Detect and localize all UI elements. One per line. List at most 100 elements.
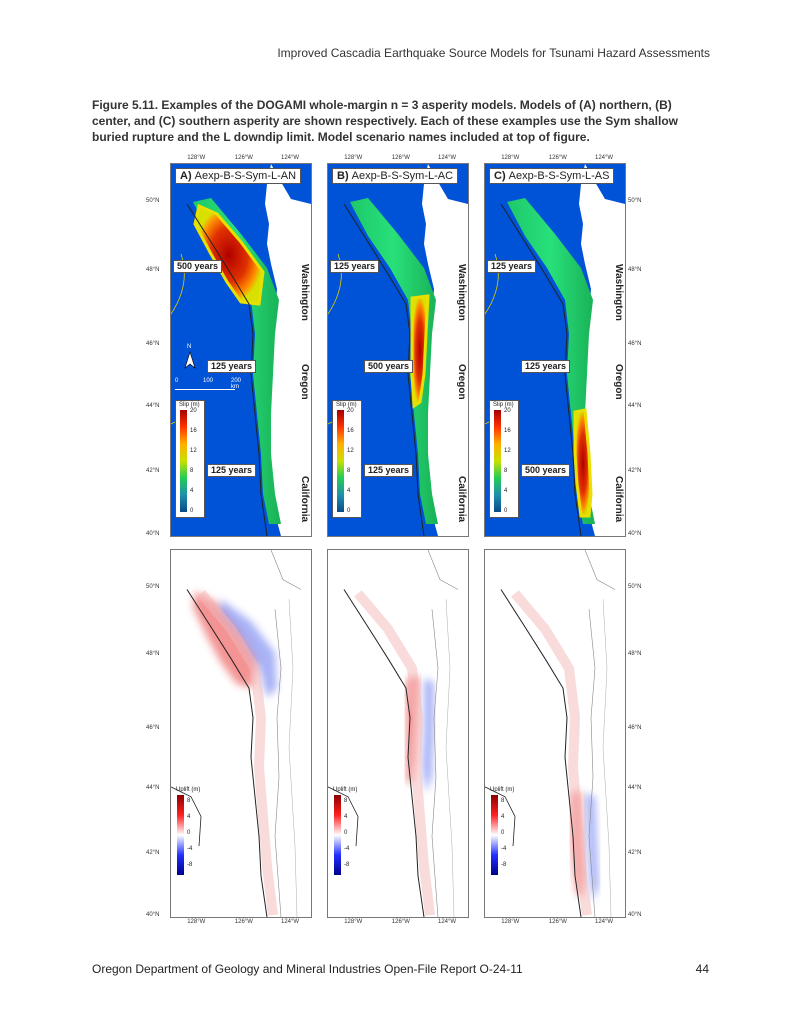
recurrence-label: 500 years (364, 360, 414, 373)
page-number: 44 (695, 962, 709, 976)
colorbar-tick: 20 (504, 408, 511, 414)
state-label-washington: Washington (613, 264, 624, 321)
asperity (573, 408, 593, 518)
state-label-oregon: Oregon (613, 364, 624, 400)
state-label-california: California (456, 476, 467, 523)
colorbar-tick: 0 (504, 508, 508, 514)
lon-tick-label: 128°W (344, 155, 363, 161)
scenario-name: Aexp-B-S-Sym-L-AN (194, 170, 297, 182)
state-label-washington: Washington (456, 264, 467, 321)
colorbar-tick: -8 (187, 862, 193, 868)
slip-map-panel: A) Aexp-B-S-Sym-L-AN 500 years 125 years 125… (170, 163, 312, 537)
colorbar-tick: 20 (190, 408, 197, 414)
colorbar-tick: 16 (504, 428, 511, 434)
panel-letter: B) (337, 170, 349, 182)
subsidence-zone (585, 792, 599, 902)
uplift-colorbar: Uplift (m) 8 4 0 -4 -8 (330, 786, 364, 878)
colorbar-title: Uplift (m) (176, 787, 201, 793)
lon-tick-label: 126°W (548, 919, 567, 925)
colorbar-tick: -4 (344, 846, 350, 852)
colorbar-title: Uplift (m) (490, 787, 515, 793)
colorbar-title: Slip (m) (179, 402, 200, 408)
colorbar-gradient (180, 410, 187, 512)
uplift-map (328, 550, 468, 917)
lat-tick-label: 44°N (146, 785, 160, 792)
uplift-map (485, 550, 625, 917)
slip-colorbar: Slip (m) 20 16 12 8 4 0 (175, 400, 205, 518)
lat-tick-label: 42°N (628, 849, 642, 856)
colorbar-tick: -4 (501, 846, 507, 852)
lon-tick-label: 124°W (595, 919, 614, 925)
lat-tick-label: 40°N (628, 912, 642, 918)
colorbar-tick: 12 (504, 448, 511, 454)
lat-tick-label: 42°N (628, 467, 642, 474)
lon-tick-label: 126°W (234, 919, 253, 925)
colorbar-tick: 4 (190, 488, 194, 494)
colorbar-tick: 12 (347, 448, 354, 454)
slip-colorbar: Slip (m) 20 16 12 8 4 0 (332, 400, 362, 518)
slip-map-panel: C) Aexp-B-S-Sym-L-AS 125 years 125 years 500… (484, 163, 626, 537)
lat-tick-label: 42°N (146, 467, 160, 474)
colorbar-title: Slip (m) (336, 402, 357, 408)
slip-map-panel: B) Aexp-B-S-Sym-L-AC 125 years 500 years 125… (327, 163, 469, 537)
scale-label: 0 (175, 378, 179, 384)
colorbar-tick: 8 (344, 798, 348, 804)
recurrence-label: 125 years (487, 260, 537, 273)
colorbar-tick: 4 (501, 814, 505, 820)
lat-tick-label: 50°N (628, 583, 642, 590)
colorbar-tick: 4 (344, 814, 348, 820)
colorbar-tick: 16 (347, 428, 354, 434)
lon-tick-label: 124°W (281, 155, 300, 161)
lon-tick-label: 128°W (187, 919, 206, 925)
state-label-washington: Washington (299, 264, 310, 321)
uplift-zone (193, 591, 257, 689)
scale-label: 200 km (231, 378, 242, 390)
lon-tick-label: 126°W (391, 155, 410, 161)
scenario-name: Aexp-B-S-Sym-L-AC (351, 170, 454, 182)
colorbar-tick: 8 (347, 468, 351, 474)
lat-tick-label: 44°N (628, 402, 642, 409)
colorbar-gradient (337, 410, 344, 512)
recurrence-label: 125 years (521, 360, 571, 373)
north-label: N (187, 344, 192, 350)
lon-tick-label: 126°W (391, 919, 410, 925)
lat-tick-label: 46°N (146, 341, 160, 348)
panel-letter: A) (180, 170, 192, 182)
recurrence-label: 125 years (207, 464, 257, 477)
uplift-colorbar: Uplift (m) 8 4 0 -4 -8 (173, 786, 207, 878)
lat-tick-label: 40°N (146, 531, 160, 537)
lon-tick-label: 124°W (281, 919, 300, 925)
figure-caption: Figure 5.11. Examples of the DOGAMI whol… (92, 98, 678, 144)
slip-colorbar: Slip (m) 20 16 12 8 4 0 (489, 400, 519, 518)
lat-tick-label: 48°N (146, 266, 160, 273)
colorbar-tick: 0 (501, 830, 505, 836)
uplift-map-panel: Uplift (m) 8 4 0 -4 -8 (327, 549, 469, 918)
lat-tick-label: 48°N (628, 266, 642, 273)
colorbar-tick: 4 (347, 488, 351, 494)
recurrence-label: 125 years (330, 260, 380, 273)
scale-bar: 0 100 200 km (175, 378, 241, 390)
lon-tick-label: 128°W (187, 155, 206, 161)
uplift-map (171, 550, 311, 917)
colorbar-tick: 4 (504, 488, 508, 494)
lon-tick-label: 124°W (438, 919, 457, 925)
lon-tick-label: 124°W (595, 155, 614, 161)
colorbar-tick: 4 (187, 814, 191, 820)
colorbar-tick: 0 (187, 830, 191, 836)
colorbar-gradient (334, 795, 341, 875)
lat-tick-label: 50°N (146, 198, 160, 205)
colorbar-tick: 0 (347, 508, 351, 514)
panel-title: A) Aexp-B-S-Sym-L-AN (175, 168, 302, 184)
recurrence-label: 125 years (364, 464, 414, 477)
uplift-colorbar: Uplift (m) 8 4 0 -4 -8 (487, 786, 521, 878)
lat-tick-label: 42°N (146, 849, 160, 856)
rupture-zone (507, 198, 595, 524)
lat-tick-label: 46°N (146, 724, 160, 731)
state-label-oregon: Oregon (299, 364, 310, 400)
lat-tick-label: 46°N (628, 724, 642, 731)
colorbar-gradient (177, 795, 184, 875)
colorbar-tick: 12 (190, 448, 197, 454)
colorbar-tick: -8 (501, 862, 507, 868)
colorbar-tick: 0 (344, 830, 348, 836)
colorbar-tick: 20 (347, 408, 354, 414)
